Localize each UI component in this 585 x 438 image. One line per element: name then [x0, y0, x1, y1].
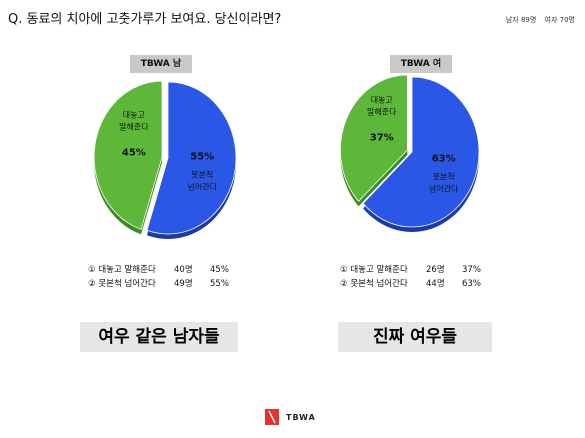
pie-slice-speak	[340, 74, 408, 202]
slice-label-line2: 넘어간다	[187, 181, 217, 191]
footer-logo-text: TBWA	[286, 412, 316, 422]
legend-pct: 45%	[210, 265, 229, 275]
footer-logo: TBWA	[265, 409, 316, 425]
question-title: Q. 동료의 치아에 고춧가루가 보여요. 당신이라면?	[8, 12, 282, 27]
legend-label: ② 못본척 넘어간다	[88, 279, 156, 289]
pie-slice-ignore	[146, 81, 237, 235]
legend-male: ① 대놓고 말해준다 40명 45% ② 못본척 넘어간다 49명 55%	[88, 263, 240, 291]
slice-pct-label: 55%	[190, 151, 214, 162]
slice-label-line1: 대놓고	[123, 111, 145, 120]
slice-label-line2: 넘어간다	[429, 183, 459, 193]
verdict-female: 진짜 여우들	[338, 322, 492, 352]
legend-count: 44명	[426, 279, 445, 289]
tbwa-logo-icon	[265, 409, 279, 425]
sample-female: 여자 70명	[544, 16, 575, 24]
legend-row: ① 대놓고 말해준다 40명 45%	[88, 263, 240, 277]
legend-row: ② 못본척 넘어간다 44명 63%	[340, 277, 492, 291]
legend-label: ① 대놓고 말해준다	[88, 265, 156, 275]
legend-count: 49명	[174, 279, 193, 289]
slice-label-line1: 못본척	[433, 172, 455, 181]
legend-label: ① 대놓고 말해준다	[340, 265, 408, 275]
slice-label-line2: 말해준다	[119, 122, 149, 132]
legend-female: ① 대놓고 말해준다 26명 37% ② 못본척 넘어간다 44명 63%	[340, 263, 492, 291]
legend-pct: 55%	[210, 279, 229, 289]
legend-row: ① 대놓고 말해준다 26명 37%	[340, 263, 492, 277]
legend-label: ② 못본척 넘어간다	[340, 279, 408, 289]
sample-male: 남자 89명	[505, 16, 537, 24]
legend-pct: 37%	[462, 265, 481, 275]
slice-label-line2: 말해준다	[367, 107, 397, 117]
legend-pct: 63%	[462, 279, 481, 289]
pie-slice-speak	[93, 80, 163, 230]
chart-title-female: TBWA 여	[390, 55, 452, 73]
slice-pct-label: 63%	[432, 153, 456, 164]
chart-title-male: TBWA 남	[130, 55, 192, 73]
pie-slice-ignore	[362, 76, 480, 228]
legend-count: 40명	[174, 265, 193, 275]
slice-pct-label: 37%	[370, 133, 394, 144]
legend-row: ② 못본척 넘어간다 49명 55%	[88, 277, 240, 291]
legend-count: 26명	[426, 265, 445, 275]
slice-label-line1: 못본척	[191, 170, 213, 179]
slice-pct-label: 45%	[122, 148, 146, 159]
verdict-male: 여우 같은 남자들	[80, 322, 238, 352]
slice-label-line1: 대놓고	[371, 96, 393, 105]
sample-size: 남자 89명 여자 70명	[506, 15, 575, 25]
